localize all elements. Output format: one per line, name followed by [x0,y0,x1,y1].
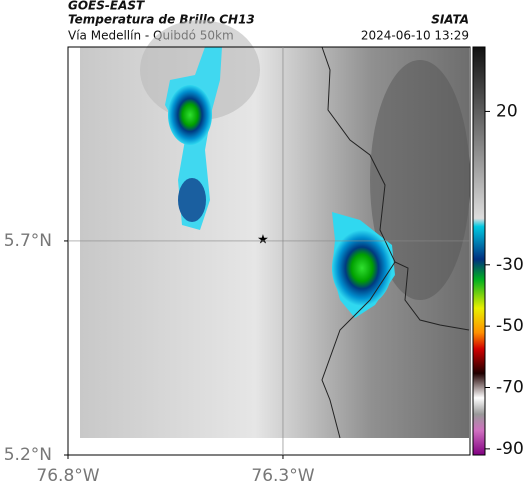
y-tick-label: 5.2°N [4,445,52,465]
source: GOES-EAST [68,0,145,13]
city-marker: ★ [257,233,269,248]
colorbar-tick-label: 20 [496,101,518,121]
org: SIATA [431,13,469,27]
convective-cell [178,178,206,222]
colorbar-tick-label: -50 [496,316,524,336]
convective-cell [332,230,392,306]
product: Temperatura de Brillo CH13 [68,13,255,27]
colorbar-tick-label: -90 [496,439,524,459]
cloud [370,60,470,300]
y-tick-label: 5.7°N [4,231,52,251]
colorbar-tick-label: -70 [496,378,524,398]
datetime: 2024-06-10 13:29 [361,29,469,43]
colorbar-tick-label: -30 [496,255,524,275]
x-tick-label: 76.8°W [36,466,99,486]
border [321,46,470,439]
x-tick-label: 76.3°W [251,466,314,486]
colorbar [472,46,486,456]
convective-cell [168,85,212,145]
map-frame [67,46,471,456]
